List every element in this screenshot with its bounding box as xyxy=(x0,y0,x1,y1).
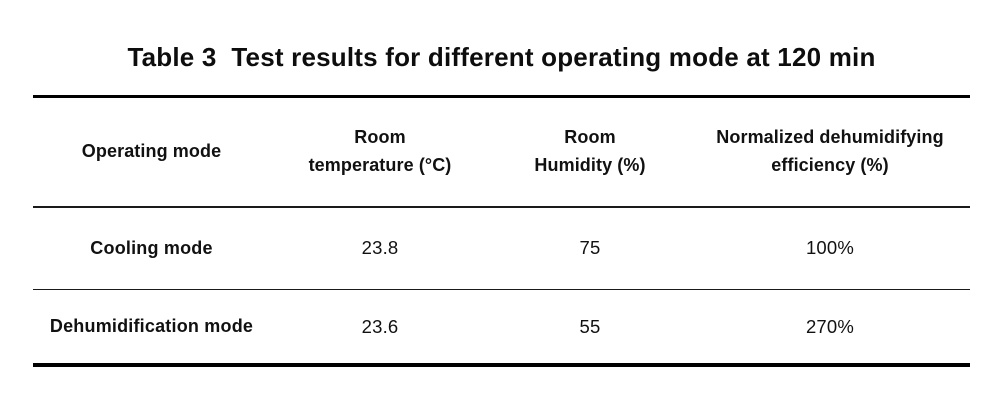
cell-room-temperature: 23.6 xyxy=(361,315,399,337)
cell-normalized-efficiency: 100% xyxy=(805,237,855,258)
table-header-row: Operating mode Room temperature (°C) Roo… xyxy=(33,98,970,206)
column-header-normalized-dehumidifying-efficiency: Normalized dehumidifying efficiency (%) xyxy=(716,127,944,175)
column-header-operating-mode: Operating mode xyxy=(81,141,222,162)
table-top-rule xyxy=(33,95,970,98)
column-header-room-temperature: Room temperature (°C) xyxy=(308,127,452,175)
cell-operating-mode: Dehumidification mode xyxy=(49,316,254,336)
cell-room-humidity: 55 xyxy=(579,315,601,337)
table-title: Table 3 Test results for different opera… xyxy=(127,42,876,72)
cell-room-humidity: 75 xyxy=(579,237,601,258)
cell-normalized-efficiency: 270% xyxy=(805,315,855,337)
table-row-cooling-mode: Cooling mode 23.8 75 100% xyxy=(33,208,970,289)
header-divider-rule xyxy=(33,206,970,208)
column-header-room-humidity: Room Humidity (%) xyxy=(534,127,646,175)
row-divider-rule xyxy=(33,288,970,290)
cell-operating-mode: Cooling mode xyxy=(90,237,213,258)
table-bottom-rule xyxy=(33,363,970,367)
results-table: Operating mode Room temperature (°C) Roo… xyxy=(33,95,970,367)
cell-room-temperature: 23.8 xyxy=(361,237,399,258)
table-row-dehumidification-mode: Dehumidification mode 23.6 55 270% xyxy=(33,290,970,363)
